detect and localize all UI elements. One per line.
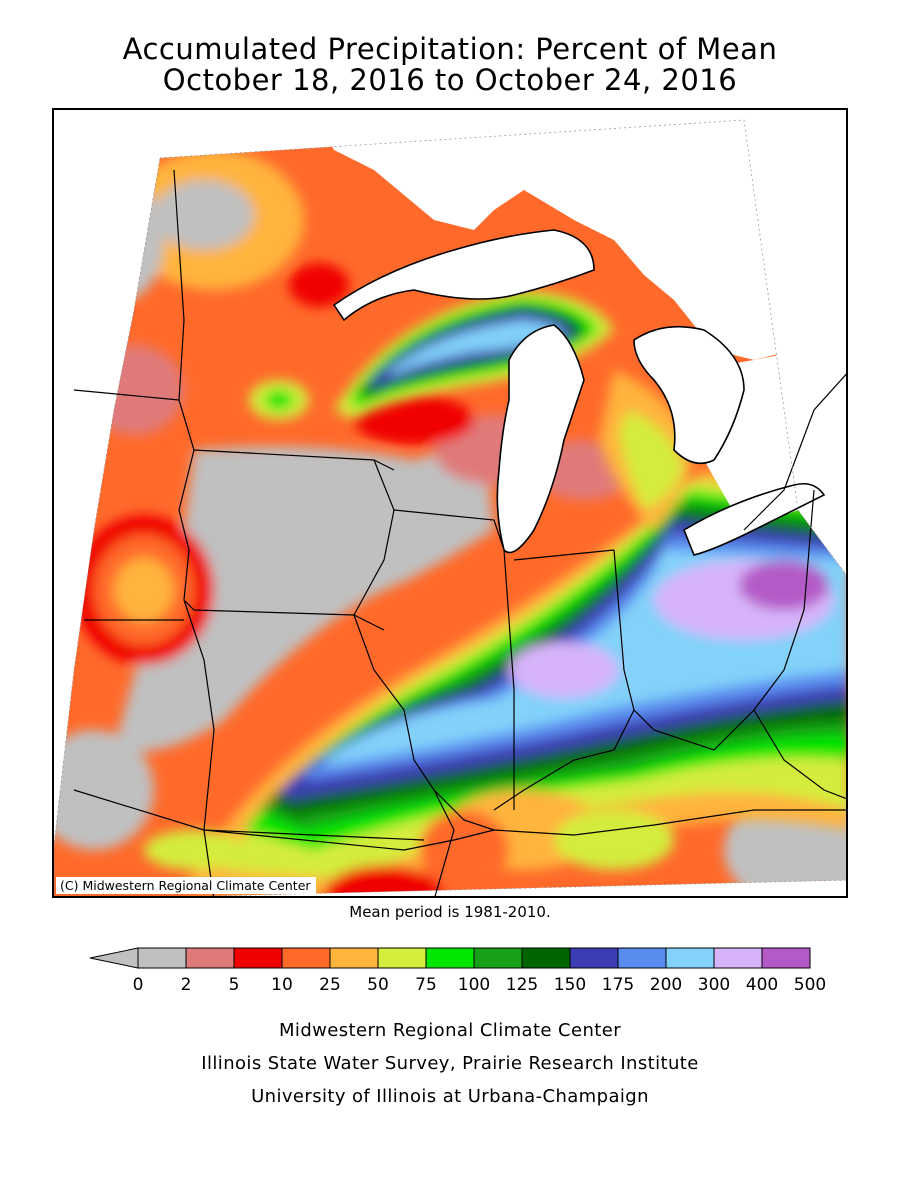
footer-university: University of Illinois at Urbana-Champai…: [251, 1086, 649, 1107]
legend-label-500: 500: [794, 975, 826, 995]
border-wi-il: [393, 509, 505, 551]
legend-label-175: 175: [602, 975, 634, 995]
mean-period-note: Mean period is 1981-2010.: [349, 903, 551, 921]
legend-swatch-125: [521, 947, 571, 969]
footer-institute: Illinois State Water Survey, Prairie Res…: [201, 1053, 699, 1074]
border-mississippi: [353, 614, 495, 831]
legend-label-0: 0: [133, 975, 144, 995]
border-nd-mn: [173, 169, 395, 471]
legend-swatch-200: [665, 947, 715, 969]
border-wv: [753, 709, 846, 800]
border-tn-west: [433, 789, 455, 896]
legend-swatch-300: [713, 947, 763, 969]
legend-swatch-10: [281, 947, 331, 969]
map-canvas: [54, 110, 846, 896]
legend-label-25: 25: [319, 975, 341, 995]
map-title: Accumulated Precipitation: Percent of Me…: [122, 32, 778, 66]
legend-label-2: 2: [181, 975, 192, 995]
legend-label-100: 100: [458, 975, 490, 995]
legend-label-5: 5: [229, 975, 240, 995]
lake-huron: [633, 325, 745, 465]
legend-swatch-0: [137, 947, 187, 969]
border-mi-on: [743, 373, 846, 531]
legend-label-10: 10: [271, 975, 293, 995]
legend-swatch-2: [185, 947, 235, 969]
border-in-mi: [513, 549, 615, 561]
legend-swatch-25: [329, 947, 379, 969]
legend-label-125: 125: [506, 975, 538, 995]
legend-label-50: 50: [367, 975, 389, 995]
map-date-range: October 18, 2016 to October 24, 2016: [162, 63, 738, 97]
legend-label-200: 200: [650, 975, 682, 995]
legend-swatch-100: [473, 947, 523, 969]
precipitation-map: (C) Midwestern Regional Climate Center: [52, 108, 848, 898]
state-borders: [73, 169, 846, 896]
legend-swatch-5: [233, 947, 283, 969]
footer-organization: Midwestern Regional Climate Center: [278, 1020, 622, 1041]
legend-swatch-175: [617, 947, 667, 969]
copyright-notice: (C) Midwestern Regional Climate Center: [56, 877, 316, 894]
legend-label-150: 150: [554, 975, 586, 995]
border-oh: [613, 489, 815, 751]
legend-swatch-150: [569, 947, 619, 969]
legend-label-75: 75: [415, 975, 437, 995]
border-sd-nd: [73, 389, 180, 401]
legend-swatch-75: [425, 947, 475, 969]
legend-swatch-400: [761, 947, 811, 969]
border-ohio-river: [493, 709, 635, 811]
lake-michigan: [496, 324, 585, 554]
border-ks-mo: [183, 599, 215, 896]
ontario-region: [254, 110, 846, 360]
border-ky-tn: [203, 809, 846, 851]
border-il-in: [503, 549, 515, 810]
legend-label-300: 300: [698, 975, 730, 995]
great-lakes: [332, 229, 826, 556]
legend-swatch-50: [377, 947, 427, 969]
lake-superior: [332, 229, 595, 322]
color-legend: 0 2 5 10 25 50 75 100 125 150 175 200 300 400 500: [89, 947, 826, 995]
legend-arrow: [89, 947, 139, 969]
legend-label-400: 400: [746, 975, 778, 995]
border-wi-ia: [353, 459, 395, 616]
